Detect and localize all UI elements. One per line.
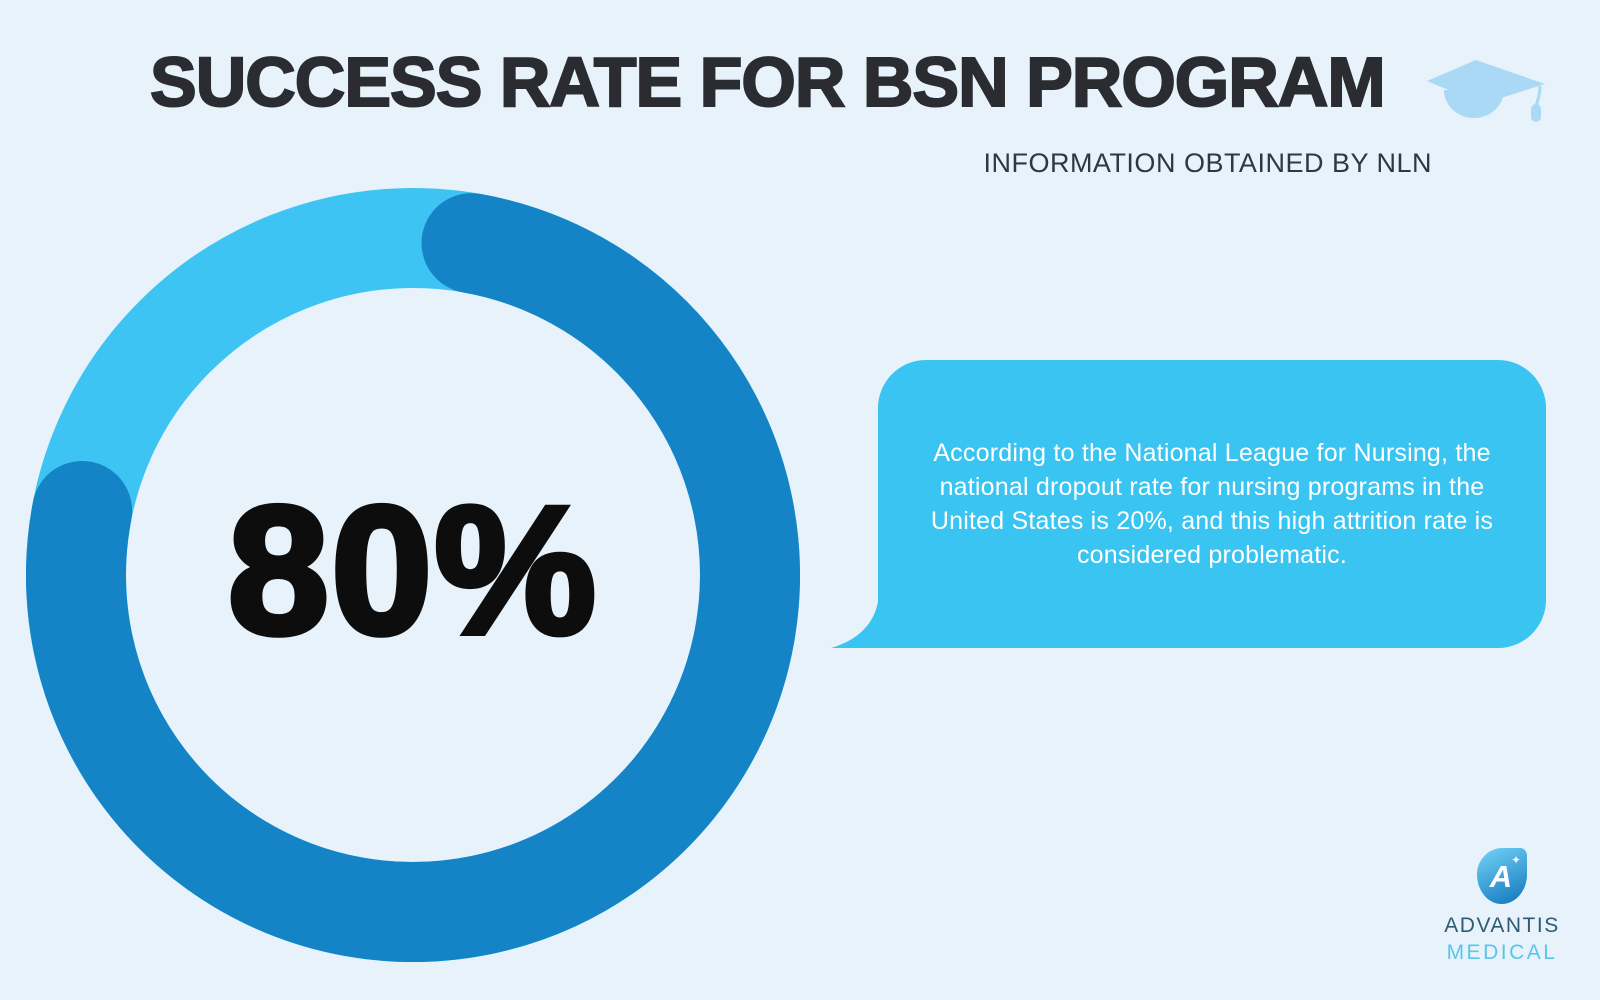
- callout-bubble: According to the National League for Nur…: [831, 360, 1546, 648]
- page-title: SUCCESS RATE FOR BSN PROGRAM: [149, 42, 1387, 122]
- callout-bubble-tail: [831, 590, 879, 648]
- donut-center-label: 80%: [225, 465, 599, 675]
- logo-name: ADVANTIS: [1444, 914, 1560, 937]
- sparkle-icon: ✦: [1510, 853, 1521, 867]
- logo-mark-letter: A: [1489, 859, 1513, 894]
- graduation-cap-icon: [1427, 60, 1545, 122]
- callout-text: According to the National League for Nur…: [930, 439, 1494, 569]
- logo-mark-icon: A ✦: [1477, 848, 1527, 904]
- advantis-logo: A ✦ ADVANTIS MEDICAL: [1398, 848, 1600, 965]
- donut-chart: [26, 188, 800, 962]
- cap-board: [1427, 60, 1545, 104]
- logo-name-secondary: MEDICAL: [1446, 941, 1558, 964]
- cap-tassel-knob: [1531, 104, 1541, 122]
- donut-arc-value: [26, 188, 800, 962]
- page-subtitle: INFORMATION OBTAINED BY NLN: [983, 148, 1432, 178]
- callout-tail-shape: [831, 590, 879, 648]
- cap-tassel-cord: [1534, 85, 1542, 107]
